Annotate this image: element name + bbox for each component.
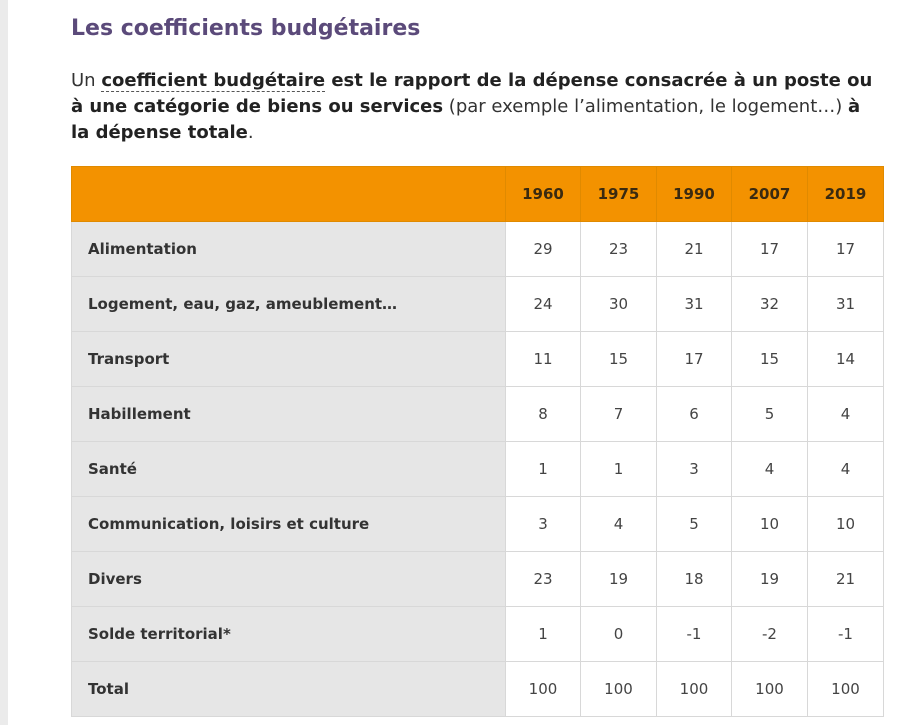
table-cell: -1: [807, 606, 884, 662]
table-cell: 15: [731, 331, 808, 387]
table-header-row: 1960 1975 1990 2007 2019: [71, 166, 884, 222]
page-title: Les coefficients budgétaires: [71, 16, 421, 41]
header-year: 2019: [807, 166, 884, 222]
table-row: Transport 11 15 17 15 14: [71, 331, 884, 387]
intro-bold-definition: est le rapport de la dépense consacrée à…: [71, 70, 873, 117]
table-cell: 0: [580, 606, 657, 662]
glossary-term-link[interactable]: coefficient budgétaire: [101, 70, 326, 92]
intro-example: (par exemple l’alimentation, le logement…: [443, 96, 848, 117]
row-label: Communication, loisirs et culture: [71, 496, 506, 552]
table-cell: 31: [656, 276, 732, 332]
table-cell: 17: [731, 221, 808, 277]
table-cell: 1: [505, 606, 581, 662]
table-cell: 17: [656, 331, 732, 387]
table-cell: 21: [656, 221, 732, 277]
row-label: Total: [71, 661, 506, 717]
table-cell: 18: [656, 551, 732, 607]
table-cell: 3: [505, 496, 581, 552]
table-cell: 30: [580, 276, 657, 332]
table-cell: 5: [731, 386, 808, 442]
row-label: Santé: [71, 441, 506, 497]
table-row: Alimentation 29 23 21 17 17: [71, 221, 884, 277]
definition-paragraph: Un coefficient budgétaire est le rapport…: [71, 68, 883, 146]
table-cell: 19: [731, 551, 808, 607]
table-row: Habillement 8 7 6 5 4: [71, 386, 884, 442]
table-row: Total 100 100 100 100 100: [71, 661, 884, 717]
table-cell: 4: [807, 441, 884, 497]
table-cell: 31: [807, 276, 884, 332]
intro-lead: Un: [71, 70, 102, 91]
row-label: Solde territorial*: [71, 606, 506, 662]
table-cell: 10: [731, 496, 808, 552]
table-cell: 8: [505, 386, 581, 442]
header-year: 1975: [580, 166, 657, 222]
table-cell: 100: [656, 661, 732, 717]
table-cell: 32: [731, 276, 808, 332]
table-cell: 4: [580, 496, 657, 552]
table-cell: 15: [580, 331, 657, 387]
table-cell: 7: [580, 386, 657, 442]
table-cell: 23: [580, 221, 657, 277]
header-year: 2007: [731, 166, 808, 222]
table-cell: 29: [505, 221, 581, 277]
row-label: Habillement: [71, 386, 506, 442]
table-cell: 100: [505, 661, 581, 717]
table-cell: 1: [505, 441, 581, 497]
table-cell: 100: [807, 661, 884, 717]
intro-period: .: [247, 122, 254, 143]
budget-coefficients-table: 1960 1975 1990 2007 2019 Alimentation 29 2…: [71, 166, 884, 717]
table-cell: 100: [580, 661, 657, 717]
table-cell: 19: [580, 551, 657, 607]
table-cell: 24: [505, 276, 581, 332]
header-year: 1990: [656, 166, 732, 222]
table-cell: 23: [505, 551, 581, 607]
row-label: Transport: [71, 331, 506, 387]
table-cell: 10: [807, 496, 884, 552]
table-row: Divers 23 19 18 19 21: [71, 551, 884, 607]
table-cell: 6: [656, 386, 732, 442]
page-left-border: [0, 0, 8, 725]
table-cell: 11: [505, 331, 581, 387]
table-cell: 3: [656, 441, 732, 497]
row-label: Logement, eau, gaz, ameublement…: [71, 276, 506, 332]
row-label: Divers: [71, 551, 506, 607]
table-cell: 5: [656, 496, 732, 552]
table-cell: 100: [731, 661, 808, 717]
table-row: Santé 1 1 3 4 4: [71, 441, 884, 497]
header-blank-cell: [71, 166, 506, 222]
header-year: 1960: [505, 166, 581, 222]
table-cell: 1: [580, 441, 657, 497]
table-row: Communication, loisirs et culture 3 4 5 10 10: [71, 496, 884, 552]
table-cell: 4: [807, 386, 884, 442]
table-cell: 21: [807, 551, 884, 607]
row-label: Alimentation: [71, 221, 506, 277]
table-cell: -1: [656, 606, 732, 662]
intro-bold-end: à la dépense totale: [71, 96, 861, 143]
table-cell: 17: [807, 221, 884, 277]
table-cell: -2: [731, 606, 808, 662]
table-cell: 14: [807, 331, 884, 387]
table-row: Solde territorial* 1 0 -1 -2 -1: [71, 606, 884, 662]
table-row: Logement, eau, gaz, ameublement… 24 30 31 32…: [71, 276, 884, 332]
table-cell: 4: [731, 441, 808, 497]
